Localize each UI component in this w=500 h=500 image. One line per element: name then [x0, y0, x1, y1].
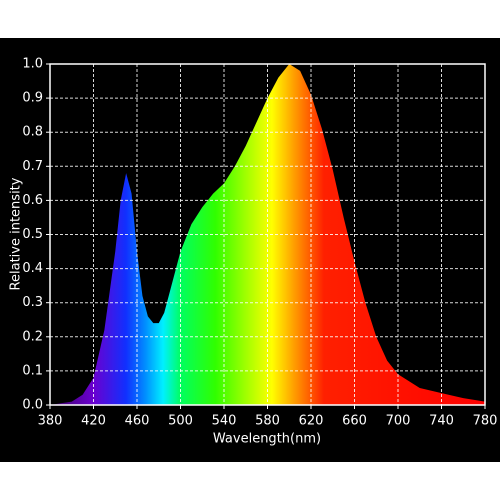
- y-tick-label: 0.2: [22, 329, 43, 344]
- y-tick-label: 0.1: [22, 363, 43, 378]
- x-tick-label: 660: [342, 414, 367, 429]
- y-tick-label: 0.8: [22, 125, 43, 140]
- y-tick-label: 0.6: [22, 193, 43, 208]
- y-tick-label: 0.4: [22, 261, 43, 276]
- y-tick-label: 0.3: [22, 295, 43, 310]
- x-tick-label: 460: [125, 414, 150, 429]
- plot-frame: [49, 63, 486, 406]
- x-tick-label: 700: [386, 414, 411, 429]
- y-tick-label: 0.5: [22, 227, 43, 242]
- x-tick-label: 740: [429, 414, 454, 429]
- x-tick-label: 580: [255, 414, 280, 429]
- y-tick-label: 0.7: [22, 159, 43, 174]
- x-tick-label: 780: [473, 414, 498, 429]
- y-tick-label: 0.0: [22, 398, 43, 413]
- x-tick-label: 540: [212, 414, 237, 429]
- x-tick-label: 420: [81, 414, 106, 429]
- y-tick-label: 0.9: [22, 91, 43, 106]
- x-axis-label: Wavelength(nm): [213, 432, 321, 447]
- x-tick-label: 500: [168, 414, 193, 429]
- y-tick-label: 1.0: [22, 57, 43, 72]
- x-tick-label: 380: [38, 414, 63, 429]
- y-axis-label: Relative intensity: [9, 177, 24, 290]
- x-tick-label: 620: [299, 414, 324, 429]
